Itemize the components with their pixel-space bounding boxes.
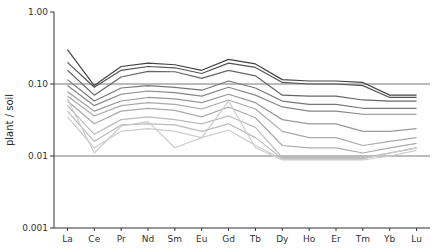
x-tick bbox=[309, 228, 310, 231]
y-tick bbox=[50, 84, 54, 85]
page: {"chart_data": { "type": "line", "ylabel… bbox=[0, 0, 442, 252]
x-tick bbox=[336, 228, 337, 231]
x-tick-label: Lu bbox=[411, 234, 422, 244]
x-tick bbox=[148, 228, 149, 231]
x-tick-label: Er bbox=[331, 234, 341, 244]
y-tick bbox=[50, 12, 54, 13]
series-line bbox=[67, 86, 416, 115]
reference-lines bbox=[54, 84, 430, 156]
x-tick-label: Tb bbox=[249, 234, 261, 244]
x-tick-label: Dy bbox=[276, 234, 289, 244]
x-tick bbox=[255, 228, 256, 231]
y-tick-label: 0.10 bbox=[28, 79, 48, 89]
x-tick-label: Ce bbox=[88, 234, 100, 244]
x-tick bbox=[67, 228, 68, 231]
y-tick-label: 1.00 bbox=[28, 7, 48, 17]
series-lines bbox=[67, 50, 416, 160]
series-line bbox=[67, 70, 416, 101]
x-tick bbox=[174, 228, 175, 231]
axes: 0.001 0.01 0.10 1.00 La Ce Pr Nd Sm Eu Gd Tb Dy Ho Er T… bbox=[22, 7, 430, 245]
x-tick bbox=[416, 228, 417, 231]
x-tick-label: Ho bbox=[303, 234, 316, 244]
x-tick bbox=[282, 228, 283, 231]
x-tick bbox=[121, 228, 122, 231]
x-tick-label: Sm bbox=[168, 234, 182, 244]
x-tick-label: Nd bbox=[142, 234, 154, 244]
x-tick bbox=[389, 228, 390, 231]
series-line bbox=[67, 111, 416, 158]
y-tick-label: 0.01 bbox=[28, 151, 48, 161]
x-tick-label: La bbox=[62, 234, 73, 244]
y-tick-label: 0.001 bbox=[22, 223, 48, 233]
x-tick-label: Pr bbox=[117, 234, 126, 244]
series-line bbox=[67, 99, 416, 160]
y-axis-label: plant / soil bbox=[4, 94, 15, 146]
series-line bbox=[67, 62, 416, 97]
x-tick-label: Eu bbox=[196, 234, 207, 244]
series-line bbox=[67, 117, 416, 159]
y-tick bbox=[50, 156, 54, 157]
x-tick-label: Gd bbox=[222, 234, 235, 244]
y-tick bbox=[50, 228, 54, 229]
x-tick bbox=[201, 228, 202, 231]
x-tick bbox=[94, 228, 95, 231]
x-axis-line bbox=[54, 228, 430, 229]
x-tick-label: Tm bbox=[355, 234, 370, 244]
y-axis-line bbox=[54, 12, 55, 228]
x-tick bbox=[228, 228, 229, 231]
x-tick bbox=[362, 228, 363, 231]
chart: 0.001 0.01 0.10 1.00 La Ce Pr Nd Sm Eu Gd Tb Dy Ho Er T… bbox=[0, 0, 442, 252]
x-tick-label: Yb bbox=[383, 234, 395, 244]
